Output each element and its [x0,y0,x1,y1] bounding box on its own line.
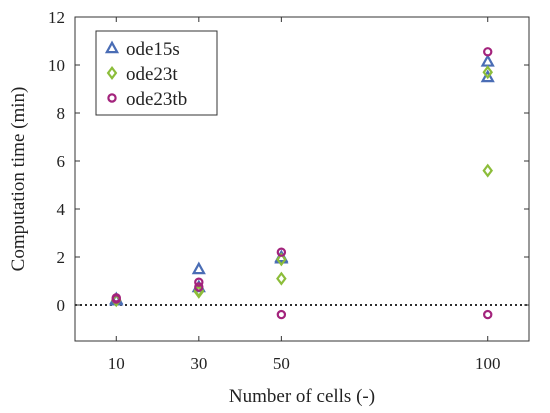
x-tick-label: 10 [108,354,125,373]
plot-area [74,16,530,342]
data-point-ode23tb [194,277,204,287]
y-tick-label: 10 [48,56,65,75]
y-tick-label: 8 [57,104,66,123]
x-tick-label: 30 [190,354,207,373]
legend-marker-ode15s [104,40,120,54]
data-point-ode23tb [483,47,493,57]
legend-label-ode23t: ode23t [126,64,178,85]
y-tick-label: 6 [57,152,66,171]
y-tick-label: 4 [57,200,66,219]
y-axis-ticks: 0 2 4 6 8 10 12 [48,8,529,315]
legend-label-ode23tb: ode23tb [126,89,187,110]
x-axis-label: Number of cells (-) [229,386,375,407]
data-point-ode23tb [276,309,287,320]
x-tick-label: 50 [273,354,290,373]
legend: ode15s ode23t ode23tb [95,30,218,116]
data-point-ode23t [276,252,287,267]
x-tick-label: 100 [475,354,501,373]
y-axis-label: Computation time (min) [8,87,29,272]
plot-border [74,16,530,342]
data-point-ode23t [482,163,494,178]
x-axis-ticks: 10 30 50 100 [108,17,501,373]
data-point-ode23t [482,65,494,80]
data-point-ode23tb [111,294,121,304]
data-point-ode23tb [194,282,204,292]
y-tick-label: 2 [57,248,66,267]
data-point-ode15s [480,53,495,67]
data-point-ode15s [191,261,206,275]
legend-marker-ode23tb [107,93,117,103]
series-ode23tb [111,47,493,320]
legend-marker-ode23t [106,65,118,81]
data-point-ode23tb [276,247,287,257]
data-point-ode15s [480,69,495,83]
data-point-ode23tb [483,309,493,320]
legend-label-ode15s: ode15s [126,39,180,60]
y-tick-label: 12 [48,8,65,27]
data-markers [109,47,495,320]
y-tick-label: 0 [57,296,66,315]
data-point-ode23t [276,271,287,286]
